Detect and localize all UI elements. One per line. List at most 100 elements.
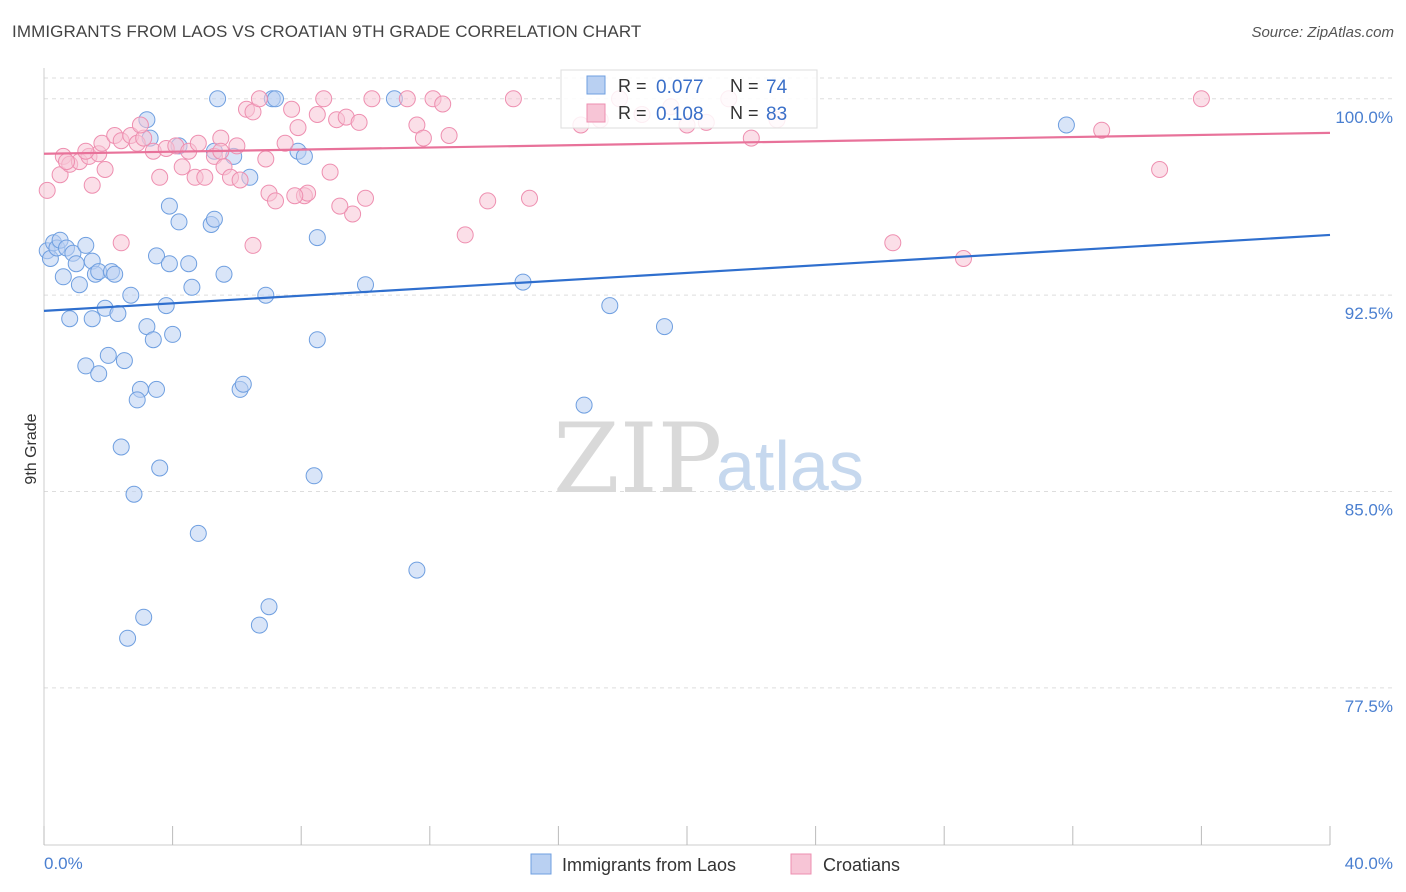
data-point — [151, 459, 169, 477]
data-point — [955, 250, 972, 267]
data-point — [250, 90, 268, 108]
data-point — [331, 197, 349, 215]
y-tick-label: 77.5% — [1345, 697, 1393, 716]
trend-line — [43, 131, 1331, 155]
data-point — [209, 90, 227, 108]
data-point — [884, 234, 902, 252]
legend-label-laos: Immigrants from Laos — [562, 855, 736, 875]
data-point — [742, 129, 760, 147]
y-tick-label: 100.0% — [1335, 108, 1393, 127]
tick-labels: 77.5% 85.0% 92.5% 100.0% 0.0% 40.0% — [44, 108, 1393, 873]
data-point — [70, 276, 88, 294]
data-point — [315, 90, 333, 108]
data-point — [157, 297, 175, 315]
data-point — [257, 150, 275, 168]
data-point — [305, 467, 323, 485]
data-point — [38, 181, 56, 199]
data-point — [160, 197, 178, 215]
data-point — [180, 255, 198, 273]
source-label: Source: ZipAtlas.com — [1251, 24, 1394, 41]
data-point — [289, 119, 307, 137]
data-point — [234, 375, 252, 393]
data-point — [58, 153, 75, 171]
data-point — [504, 90, 522, 108]
data-point — [414, 129, 432, 147]
data-point — [350, 113, 368, 131]
data-point — [112, 234, 130, 252]
data-point — [575, 396, 593, 414]
data-point — [148, 380, 165, 398]
watermark-zip: ZIP — [553, 403, 722, 515]
data-point — [151, 168, 169, 186]
data-point — [308, 229, 326, 247]
stats-n-label: N = — [730, 103, 759, 123]
data-point — [521, 189, 538, 207]
data-point — [170, 213, 188, 231]
data-point — [308, 106, 326, 123]
data-point — [164, 325, 182, 343]
data-point — [308, 331, 326, 349]
watermark: ZIP atlas — [553, 403, 864, 515]
data-point — [267, 90, 284, 108]
trend-lines — [43, 131, 1331, 312]
data-point — [434, 95, 452, 113]
data-point — [283, 100, 301, 118]
data-point — [215, 265, 233, 283]
data-point — [61, 310, 79, 328]
stats-n-value: 83 — [766, 104, 787, 125]
stats-n-label: N = — [730, 76, 759, 96]
data-point — [321, 163, 339, 181]
data-point — [122, 286, 140, 304]
data-point — [83, 310, 101, 328]
data-point — [119, 629, 137, 647]
data-point — [99, 346, 117, 364]
data-point — [398, 90, 416, 108]
data-point — [77, 357, 95, 375]
legend-label-croatians: Croatians — [823, 855, 900, 875]
data-point — [357, 276, 374, 294]
data-point — [257, 286, 275, 304]
stats-n-value: 74 — [766, 77, 788, 98]
data-point — [96, 161, 114, 178]
data-point — [1192, 90, 1210, 108]
data-point — [106, 265, 124, 283]
data-point — [77, 236, 95, 254]
data-point — [115, 352, 133, 370]
data-point — [408, 561, 426, 579]
trend-line — [43, 233, 1331, 312]
data-point — [250, 616, 268, 634]
data-point — [363, 90, 381, 108]
data-point — [112, 438, 130, 456]
data-point — [601, 297, 619, 315]
x-tick-label: 40.0% — [1345, 854, 1393, 873]
stats-r-label: R = — [618, 103, 647, 123]
data-point — [357, 189, 374, 207]
series-legend: Immigrants from Laos Croatians — [530, 853, 900, 875]
data-point — [77, 142, 95, 160]
data-point — [656, 318, 673, 336]
stats-r-value: 0.077 — [656, 77, 704, 98]
data-point — [189, 524, 207, 542]
data-point — [286, 187, 304, 205]
data-point — [128, 391, 146, 409]
data-point — [183, 278, 201, 296]
data-point — [144, 331, 162, 349]
data-point — [440, 127, 458, 144]
data-point — [260, 598, 278, 616]
data-point — [131, 116, 149, 134]
data-point — [205, 210, 223, 228]
chart-title: IMMIGRANTS FROM LAOS VS CROATIAN 9TH GRA… — [12, 22, 642, 41]
stats-legend-swatch-pink — [586, 103, 606, 123]
data-point — [148, 247, 165, 265]
data-point — [1093, 121, 1111, 139]
data-point — [67, 255, 85, 273]
series-laos — [38, 90, 1075, 647]
data-point — [93, 134, 111, 152]
y-tick-label: 85.0% — [1345, 501, 1393, 520]
data-point — [1151, 161, 1169, 178]
y-tick-label: 92.5% — [1345, 304, 1393, 323]
stats-legend-swatch-blue — [586, 75, 606, 95]
data-point — [90, 365, 108, 383]
legend-swatch-laos — [530, 853, 552, 875]
